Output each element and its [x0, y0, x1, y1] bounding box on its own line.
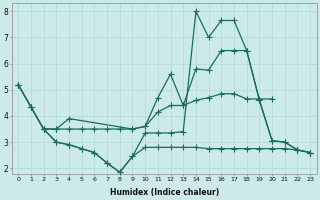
X-axis label: Humidex (Indice chaleur): Humidex (Indice chaleur): [109, 188, 219, 197]
